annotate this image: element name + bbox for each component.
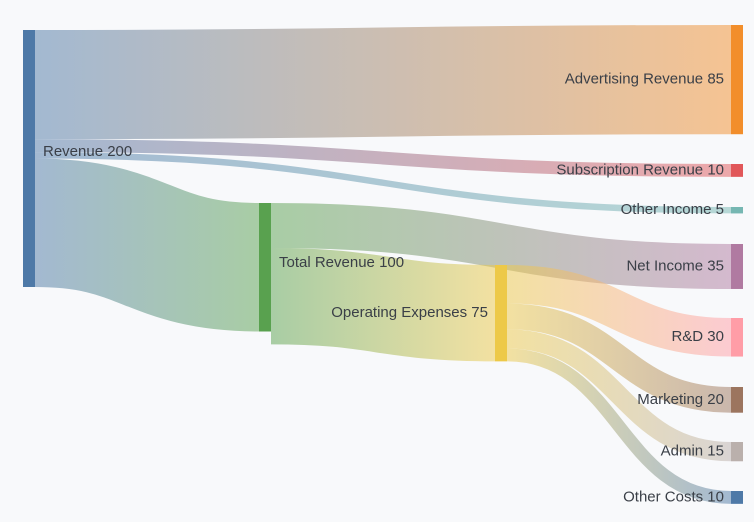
node-revenue[interactable]	[23, 30, 35, 287]
node-marketing[interactable]	[731, 387, 743, 413]
node-total-revenue[interactable]	[259, 203, 271, 332]
link-operating-expenses-to-other-costs[interactable]	[506, 348, 732, 504]
node-label-advertising-revenue: Advertising Revenue 85	[565, 71, 724, 88]
node-operating-expenses[interactable]	[495, 265, 507, 362]
node-rnd[interactable]	[731, 318, 743, 357]
node-label-subscription-revenue: Subscription Revenue 10	[556, 161, 724, 178]
links-layer	[33, 25, 732, 504]
link-total-revenue-to-net-income[interactable]	[270, 203, 732, 289]
link-total-revenue-to-operating-expenses[interactable]	[270, 247, 496, 362]
labels-layer: Revenue 200 Total Revenue 100 Operating Ex…	[43, 71, 724, 506]
nodes-layer	[23, 25, 743, 504]
node-label-marketing: Marketing 20	[637, 391, 724, 408]
link-operating-expenses-to-marketing[interactable]	[506, 303, 732, 413]
link-revenue-to-total-revenue[interactable]	[33, 158, 261, 332]
node-admin[interactable]	[731, 442, 743, 462]
link-revenue-to-other-income[interactable]	[34, 152, 732, 214]
link-revenue-to-subscription-revenue[interactable]	[34, 139, 732, 177]
node-label-operating-expenses: Operating Expenses 75	[331, 304, 488, 321]
node-label-other-costs: Other Costs 10	[623, 488, 724, 505]
link-operating-expenses-to-admin[interactable]	[506, 329, 732, 462]
node-label-total-revenue: Total Revenue 100	[279, 254, 404, 271]
node-label-rnd: R&D 30	[671, 328, 724, 345]
node-label-net-income: Net Income 35	[626, 257, 724, 274]
link-revenue-to-advertising-revenue[interactable]	[34, 25, 732, 140]
node-label-admin: Admin 15	[661, 443, 724, 460]
link-operating-expenses-to-rnd[interactable]	[506, 265, 732, 357]
node-label-revenue: Revenue 200	[43, 143, 132, 160]
node-subscription-revenue[interactable]	[731, 164, 743, 177]
node-advertising-revenue[interactable]	[731, 25, 743, 135]
node-label-other-income: Other Income 5	[621, 201, 724, 218]
node-net-income[interactable]	[731, 244, 743, 289]
node-other-income[interactable]	[731, 207, 743, 214]
node-other-costs[interactable]	[731, 491, 743, 504]
